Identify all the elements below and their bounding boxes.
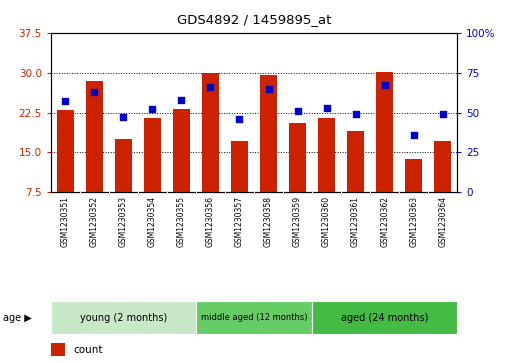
Bar [144, 118, 161, 192]
Text: GSM1230358: GSM1230358 [264, 196, 273, 246]
Bar [86, 81, 103, 192]
Text: GSM1230352: GSM1230352 [90, 196, 99, 246]
Bar [318, 118, 335, 192]
Text: GSM1230359: GSM1230359 [293, 196, 302, 247]
Text: GSM1230353: GSM1230353 [119, 196, 128, 247]
Bar [196, 301, 312, 334]
Text: age ▶: age ▶ [3, 313, 31, 323]
Point [409, 132, 418, 138]
Text: GSM1230363: GSM1230363 [409, 196, 418, 247]
Text: count: count [73, 345, 103, 355]
Text: middle aged (12 months): middle aged (12 months) [201, 313, 307, 322]
Bar [347, 131, 364, 192]
Bar [231, 141, 248, 192]
Point [177, 97, 185, 103]
Point [61, 98, 70, 104]
Bar [405, 159, 422, 192]
Point [119, 114, 128, 120]
Bar [56, 110, 74, 192]
Bar [376, 72, 393, 192]
Text: GSM1230360: GSM1230360 [322, 196, 331, 247]
Point [438, 111, 447, 117]
Bar [434, 141, 452, 192]
Text: GSM1230357: GSM1230357 [235, 196, 244, 247]
Bar [202, 73, 219, 192]
Bar [115, 139, 132, 192]
Text: GSM1230361: GSM1230361 [351, 196, 360, 246]
Bar [312, 301, 457, 334]
Point [148, 106, 156, 112]
Point [294, 108, 302, 114]
Bar [289, 123, 306, 192]
Point [323, 105, 331, 111]
Point [90, 89, 99, 95]
Text: aged (24 months): aged (24 months) [341, 313, 428, 323]
Text: GSM1230351: GSM1230351 [61, 196, 70, 246]
Bar [173, 109, 190, 192]
Bar [51, 301, 196, 334]
Text: GDS4892 / 1459895_at: GDS4892 / 1459895_at [177, 13, 331, 26]
Point [352, 111, 360, 117]
Point [265, 86, 273, 91]
Bar [260, 75, 277, 192]
Point [380, 82, 389, 88]
Text: GSM1230355: GSM1230355 [177, 196, 186, 247]
Text: young (2 months): young (2 months) [80, 313, 167, 323]
Bar [51, 343, 65, 356]
Text: GSM1230354: GSM1230354 [148, 196, 157, 247]
Text: GSM1230356: GSM1230356 [206, 196, 215, 247]
Text: GSM1230364: GSM1230364 [438, 196, 447, 247]
Point [206, 84, 214, 90]
Text: GSM1230362: GSM1230362 [380, 196, 389, 246]
Point [235, 116, 243, 122]
